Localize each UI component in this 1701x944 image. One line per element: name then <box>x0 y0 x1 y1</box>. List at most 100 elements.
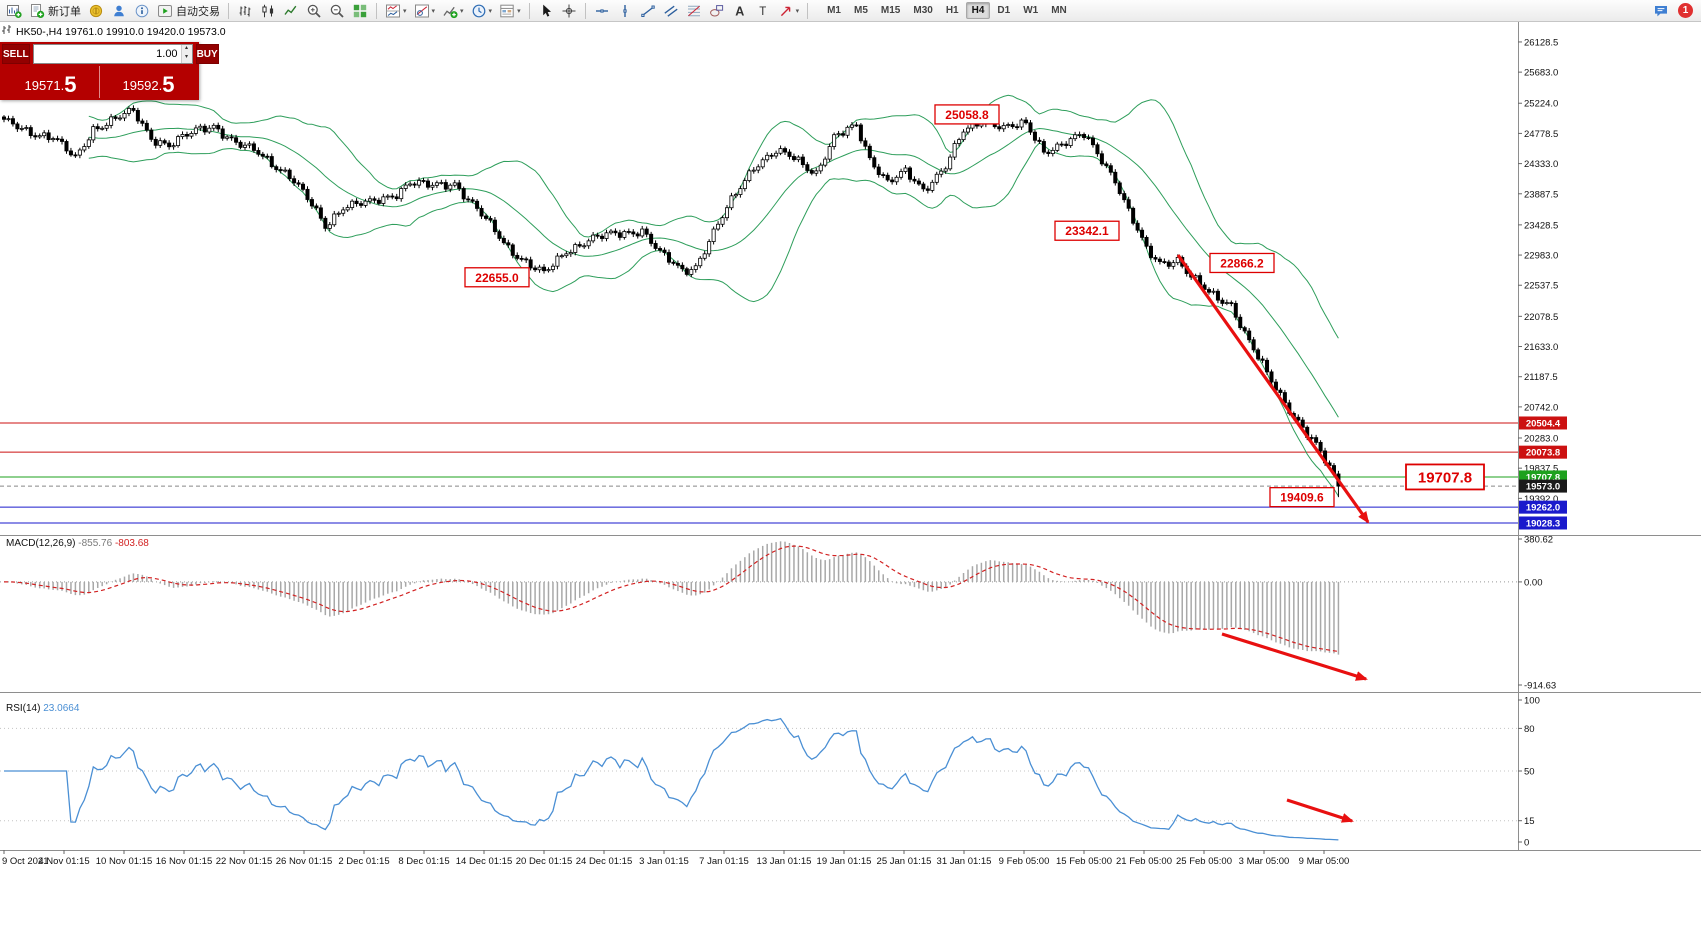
chart-header: HK50-,H4 19761.0 19910.0 19420.0 19573.0 <box>2 25 226 38</box>
timeframe-h4-button[interactable]: H4 <box>965 2 991 19</box>
horizontal-level-lines[interactable] <box>0 422 1518 524</box>
buy-button[interactable]: BUY <box>195 44 219 64</box>
vline-button[interactable] <box>614 1 636 20</box>
price-badge <box>1519 445 1567 459</box>
toolbar-separator <box>228 2 229 19</box>
chart-candles-icon <box>260 3 276 19</box>
volume-input[interactable] <box>33 45 181 63</box>
timeframe-h1-button[interactable]: H1 <box>945 5 959 16</box>
hline-button[interactable] <box>591 1 613 20</box>
annotation-box[interactable] <box>1405 463 1485 491</box>
community-icon <box>111 3 127 19</box>
rsi-label: RSI(14) 23.0664 <box>6 703 80 714</box>
annotation-box[interactable] <box>934 104 1000 125</box>
periods-button[interactable]: ▾ <box>468 1 496 20</box>
notification-badge[interactable]: 1 <box>1678 3 1693 18</box>
templates-icon <box>499 3 515 19</box>
tile-windows-button[interactable] <box>349 1 371 20</box>
svg-text:21633.0: 21633.0 <box>1524 342 1558 353</box>
tline-button[interactable] <box>637 1 659 20</box>
svg-text:A: A <box>735 4 744 18</box>
chart-bars-button[interactable] <box>234 1 256 20</box>
annotation-box[interactable] <box>1269 487 1335 508</box>
rsi-line <box>4 717 1339 841</box>
channel-button[interactable] <box>660 1 682 20</box>
timeframe-mn-button[interactable]: MN <box>1051 5 1067 16</box>
fibo-button[interactable] <box>683 1 705 20</box>
chat-button[interactable] <box>1650 1 1672 20</box>
autotrade-button[interactable]: 自动交易 <box>154 1 223 20</box>
trend-arrow[interactable] <box>1221 632 1368 681</box>
timeframe-m15-button[interactable]: M15 <box>880 5 901 16</box>
new-order-button[interactable]: 新订单 <box>26 1 84 20</box>
sell-price[interactable]: 19571. 5 <box>2 66 99 98</box>
new-order-label: 新订单 <box>48 5 81 18</box>
annotation-box[interactable] <box>1209 252 1275 274</box>
annotation-box[interactable] <box>1054 220 1120 241</box>
chart-canvas[interactable]: 26128.5 25683.0 25224.0 24778.5 24333.0 23887… <box>0 22 1701 872</box>
add-indicator-button[interactable]: ▾ <box>439 1 467 20</box>
price-badge <box>1519 500 1567 514</box>
svg-text:7 Jan 01:15: 7 Jan 01:15 <box>699 856 749 867</box>
svg-text:50: 50 <box>1524 767 1535 778</box>
svg-text:19 Jan 01:15: 19 Jan 01:15 <box>817 856 872 867</box>
crosshair-button[interactable] <box>558 1 580 20</box>
volume-down-button[interactable]: ▾ <box>181 54 192 63</box>
text-button[interactable]: A <box>729 1 751 20</box>
info-button[interactable] <box>131 1 153 20</box>
trend-arrow[interactable] <box>1286 798 1354 823</box>
timeframe-d1-button[interactable]: D1 <box>997 5 1011 16</box>
shapes-button[interactable] <box>706 1 728 20</box>
chart-line-button[interactable] <box>280 1 302 20</box>
zoom-in-button[interactable] <box>303 1 325 20</box>
svg-text:100: 100 <box>1524 696 1540 707</box>
svg-text:19409.6: 19409.6 <box>1280 491 1324 505</box>
svg-text:25058.8: 25058.8 <box>945 108 989 122</box>
svg-text:9 Oct 2021: 9 Oct 2021 <box>2 856 48 867</box>
objects-button[interactable]: ▾ <box>411 1 439 20</box>
annotation-box[interactable] <box>464 267 530 288</box>
new-chart-button[interactable] <box>3 1 25 20</box>
chevron-down-icon: ▾ <box>488 7 493 15</box>
community-button[interactable] <box>108 1 130 20</box>
volume-up-button[interactable]: ▴ <box>181 45 192 54</box>
symbol-ohlc-text: HK50-,H4 19761.0 19910.0 19420.0 19573.0 <box>16 26 226 38</box>
svg-text:T: T <box>759 6 766 18</box>
price-axis[interactable]: 26128.5 25683.0 25224.0 24778.5 24333.0 23887… <box>1518 37 1567 530</box>
svg-text:25683.0: 25683.0 <box>1524 68 1558 79</box>
svg-text:24778.5: 24778.5 <box>1524 129 1558 140</box>
chart-candles-button[interactable] <box>257 1 279 20</box>
tile-windows-icon <box>352 3 368 19</box>
gold-button[interactable] <box>85 1 107 20</box>
buy-price[interactable]: 19592. 5 <box>100 66 197 98</box>
zoom-out-button[interactable] <box>326 1 348 20</box>
svg-text:0.00: 0.00 <box>1524 577 1543 588</box>
svg-text:19707.8: 19707.8 <box>1418 469 1472 486</box>
chat-icon <box>1653 3 1669 19</box>
price-annotations[interactable]: 22655.0 25058.8 23342.1 22866.2 19409.6 19707… <box>464 104 1485 508</box>
autotrade-icon <box>157 3 173 19</box>
timeframe-w1-button[interactable]: W1 <box>1023 5 1039 16</box>
indicator-windows-button[interactable]: ▾ <box>382 1 410 20</box>
timeframe-group: M1 M5 M15 M30 H1 H4 D1 W1 MN <box>821 2 1073 19</box>
templates-button[interactable]: ▾ <box>496 1 524 20</box>
tline-icon <box>640 3 656 19</box>
svg-text:19573.0: 19573.0 <box>1526 482 1560 493</box>
trend-arrow[interactable] <box>1176 254 1370 524</box>
buy-price-main: 19592. <box>122 78 163 93</box>
timeframe-m5-button[interactable]: M5 <box>854 5 868 16</box>
arrows-tool-button[interactable]: ▾ <box>775 1 803 20</box>
toolbar-separator <box>528 2 530 19</box>
sell-button[interactable]: SELL <box>2 44 30 64</box>
label-button[interactable]: T <box>752 1 774 20</box>
chart-region[interactable]: 26128.5 25683.0 25224.0 24778.5 24333.0 23887… <box>0 22 1701 872</box>
timeframe-m1-button[interactable]: M1 <box>827 5 841 16</box>
timeframe-m30-button[interactable]: M30 <box>913 5 933 16</box>
cursor-icon <box>538 3 554 19</box>
svg-text:25224.0: 25224.0 <box>1524 99 1558 110</box>
svg-text:19837.5: 19837.5 <box>1524 464 1558 475</box>
chevron-down-icon: ▾ <box>431 7 436 15</box>
cursor-button[interactable] <box>535 1 557 20</box>
svg-text:22983.0: 22983.0 <box>1524 251 1558 262</box>
